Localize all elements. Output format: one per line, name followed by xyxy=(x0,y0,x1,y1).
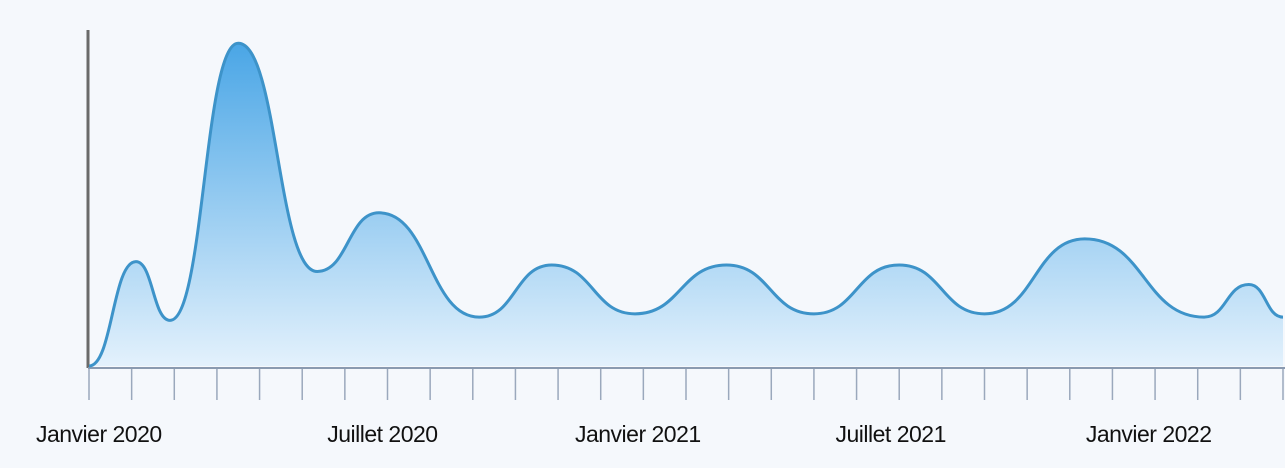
x-tick-label: Janvier 2021 xyxy=(575,421,701,447)
x-tick-label: Janvier 2020 xyxy=(36,421,162,447)
area-line xyxy=(88,41,1284,368)
area-fill xyxy=(89,43,1283,366)
x-tick-label: Juillet 2021 xyxy=(836,421,946,447)
x-tick-label: Juillet 2020 xyxy=(327,421,437,447)
x-tick-label: Janvier 2022 xyxy=(1086,421,1212,447)
